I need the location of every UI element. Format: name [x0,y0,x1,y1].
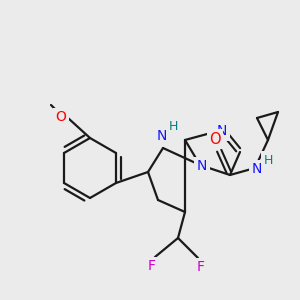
Text: O: O [209,131,221,146]
Text: N: N [217,124,227,138]
Text: N: N [197,159,207,173]
Text: N: N [157,129,167,143]
Text: F: F [148,259,156,273]
Text: O: O [56,110,66,124]
Text: H: H [168,119,178,133]
Text: H: H [263,154,273,166]
Text: F: F [197,260,205,274]
Text: N: N [252,162,262,176]
